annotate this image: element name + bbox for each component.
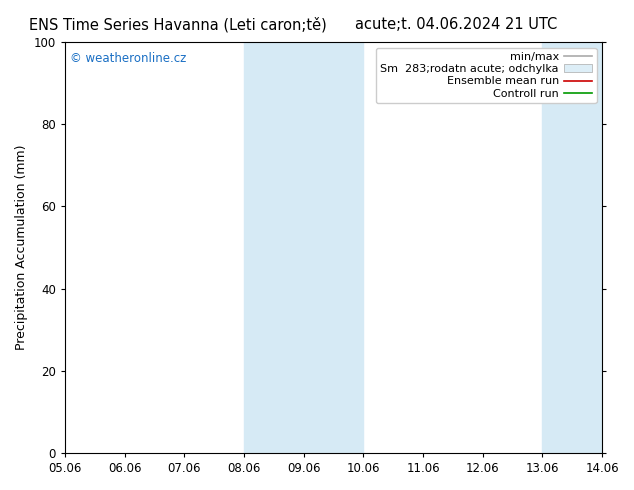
Text: acute;t. 04.06.2024 21 UTC: acute;t. 04.06.2024 21 UTC [355, 17, 558, 32]
Bar [244, 42, 304, 453]
Y-axis label: Precipitation Accumulation (mm): Precipitation Accumulation (mm) [15, 145, 28, 350]
Bar [304, 42, 363, 453]
Bar [543, 42, 602, 453]
Legend: min/max, Sm  283;rodatn acute; odchylka, Ensemble mean run, Controll run: min/max, Sm 283;rodatn acute; odchylka, … [376, 48, 597, 103]
Text: ENS Time Series Havanna (Leti caron;tě): ENS Time Series Havanna (Leti caron;tě) [29, 17, 327, 33]
Text: © weatheronline.cz: © weatheronline.cz [70, 52, 186, 65]
